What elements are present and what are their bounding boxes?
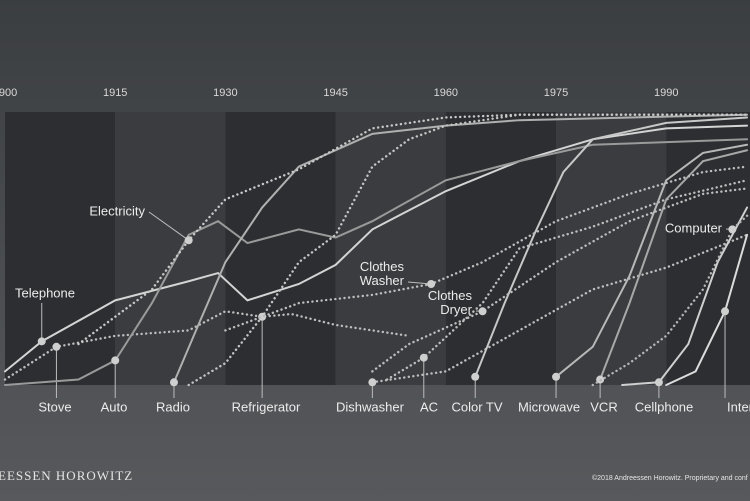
series-label: Dishwasher [336, 399, 405, 414]
label-dot [552, 372, 561, 381]
series-label: AC [420, 399, 438, 414]
series-line [4, 124, 749, 373]
series-line [224, 165, 749, 332]
series-line [4, 138, 749, 386]
x-tick-label: 1975 [544, 87, 568, 99]
series-label: Cellphone [635, 399, 694, 414]
series-line [555, 143, 749, 378]
series-label: Internet [727, 399, 750, 414]
x-tick-label: 1960 [434, 87, 458, 99]
label-dot [471, 372, 480, 381]
label-dot [478, 307, 487, 316]
x-tick-label: 1990 [654, 87, 678, 99]
column-band [115, 112, 226, 385]
series-line [599, 149, 749, 381]
series-line [172, 113, 749, 384]
label-dot [721, 307, 730, 316]
series-line [371, 187, 749, 373]
series-line [385, 179, 749, 381]
series-label: Telephone [15, 285, 75, 300]
x-tick-label: 1900 [0, 87, 17, 99]
series-label: Computer [665, 220, 723, 235]
series-line [474, 116, 749, 378]
column-band [666, 112, 750, 385]
label-dot [184, 236, 193, 245]
x-tick-label: 1915 [103, 87, 127, 99]
footnote: ©2018 Andreessen Horowitz. Proprietary a… [592, 474, 748, 482]
label-dot [368, 378, 377, 387]
leader-line [148, 211, 189, 241]
series-label: Clothes Washer [360, 259, 405, 288]
x-tick-label: 1945 [323, 87, 347, 99]
series-line [591, 214, 749, 387]
column-band [445, 112, 557, 385]
series-label: Auto [101, 399, 128, 414]
label-dot [419, 353, 428, 362]
series-label: Radio [156, 399, 190, 414]
label-dot [728, 225, 737, 234]
x-tick-label: 1930 [213, 87, 237, 99]
label-dot [654, 378, 663, 387]
series-line [621, 206, 749, 386]
label-dot [52, 342, 61, 351]
column-band [5, 112, 116, 385]
series-line [665, 233, 749, 386]
label-dot [427, 279, 436, 288]
brand: EESSEN HOROWITZ [0, 468, 133, 483]
column-band [225, 112, 336, 385]
series-label: Refrigerator [232, 399, 301, 414]
series-line [187, 113, 749, 387]
series-label: Microwave [518, 399, 580, 414]
series-line [3, 310, 411, 381]
label-dot [169, 378, 178, 387]
series-label: Stove [38, 399, 71, 414]
series-label: VCR [590, 399, 617, 414]
series-label: Clothes Dryer [428, 288, 473, 317]
label-dot [37, 337, 46, 346]
series-label: Electricity [89, 203, 145, 218]
series-label: Color TV [451, 399, 502, 414]
label-dot [111, 356, 120, 365]
